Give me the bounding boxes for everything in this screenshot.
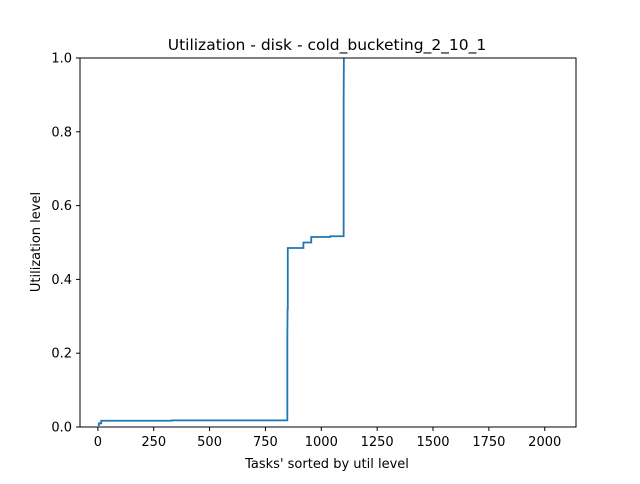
x-tick-label: 500 bbox=[197, 435, 222, 450]
series-layer bbox=[97, 57, 345, 427]
x-tick-label: 250 bbox=[141, 435, 166, 450]
x-tick-label: 750 bbox=[253, 435, 278, 450]
plot-area bbox=[80, 58, 576, 427]
y-axis-label: Utilization level bbox=[29, 192, 44, 292]
chart-title: Utilization - disk - cold_bucketing_2_10… bbox=[168, 36, 487, 55]
x-tick-label: 1250 bbox=[361, 435, 394, 450]
x-tick-label: 1750 bbox=[472, 435, 505, 450]
y-tick-label: 0.6 bbox=[51, 199, 72, 214]
y-tick-label: 1.0 bbox=[51, 52, 72, 67]
y-tick-label: 0.8 bbox=[51, 125, 72, 140]
y-axis: 0.0 0.2 0.4 0.6 0.8 1.0 bbox=[51, 52, 80, 436]
x-tick-label: 0 bbox=[94, 435, 102, 450]
y-tick-label: 0.4 bbox=[51, 273, 72, 288]
x-tick-label: 1500 bbox=[416, 435, 449, 450]
x-tick-label: 1000 bbox=[305, 435, 338, 450]
series-line bbox=[97, 57, 345, 427]
x-axis-label: Tasks' sorted by util level bbox=[244, 457, 409, 472]
x-tick-label: 2000 bbox=[528, 435, 561, 450]
x-axis: 0 250 500 750 1000 1250 1500 1750 2000 bbox=[94, 427, 561, 450]
y-tick-label: 0.0 bbox=[51, 421, 72, 436]
y-tick-label: 0.2 bbox=[51, 347, 72, 362]
plot-frame bbox=[79, 57, 577, 428]
